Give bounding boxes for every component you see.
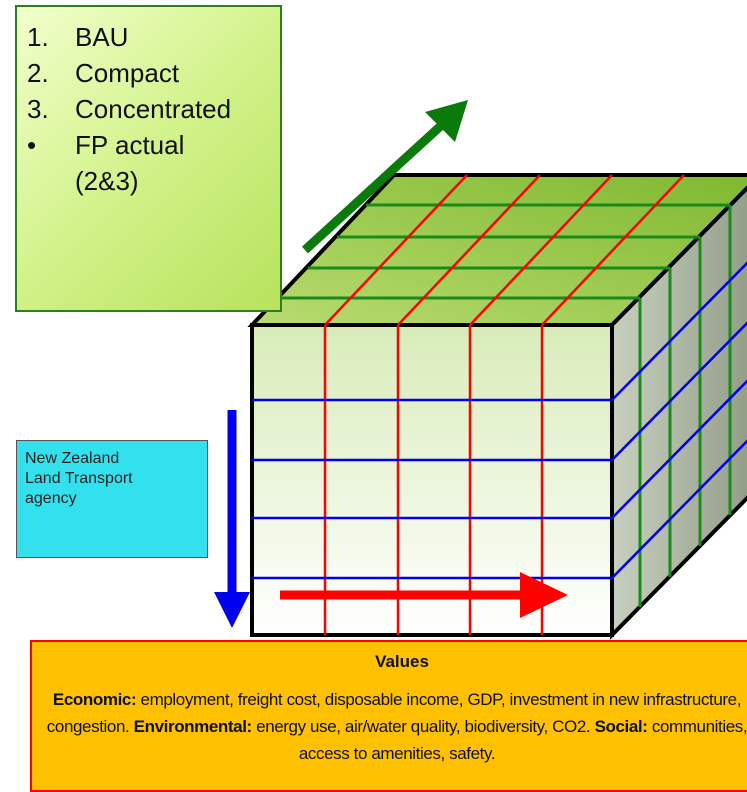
cube-front [252, 325, 612, 635]
scenario-text: Concentrated [75, 91, 235, 127]
segment-label: Environmental: [134, 717, 252, 736]
scenario-marker: 2. [17, 55, 75, 91]
scenario-text: Compact [75, 55, 235, 91]
values-text: Economic: employment, freight cost, disp… [40, 686, 747, 767]
agency-line: Land Transport [17, 469, 207, 489]
page: 1.BAU2.Compact3.Concentrated•FP actual (… [0, 0, 747, 792]
values-title: Values [32, 652, 747, 672]
agency-line: agency [17, 489, 207, 509]
scenario-marker: 1. [17, 19, 75, 55]
scenario-item: 2.Compact [17, 55, 280, 91]
agency-line: New Zealand [17, 449, 207, 469]
scenario-marker: 3. [17, 91, 75, 127]
scenario-marker: • [17, 127, 75, 199]
scenario-item: •FP actual (2&3) [17, 127, 280, 199]
scenario-item: 3.Concentrated [17, 91, 280, 127]
scenario-text: FP actual (2&3) [75, 127, 235, 199]
segment-label: Social: [595, 717, 648, 736]
values-box: Values Economic: employment, freight cos… [30, 640, 747, 792]
scenario-text: BAU [75, 19, 235, 55]
blue-arrow [214, 410, 250, 628]
segment-text: energy use, air/water quality, biodivers… [252, 717, 595, 736]
segment-label: Economic: [53, 690, 136, 709]
scenario-item: 1.BAU [17, 19, 280, 55]
